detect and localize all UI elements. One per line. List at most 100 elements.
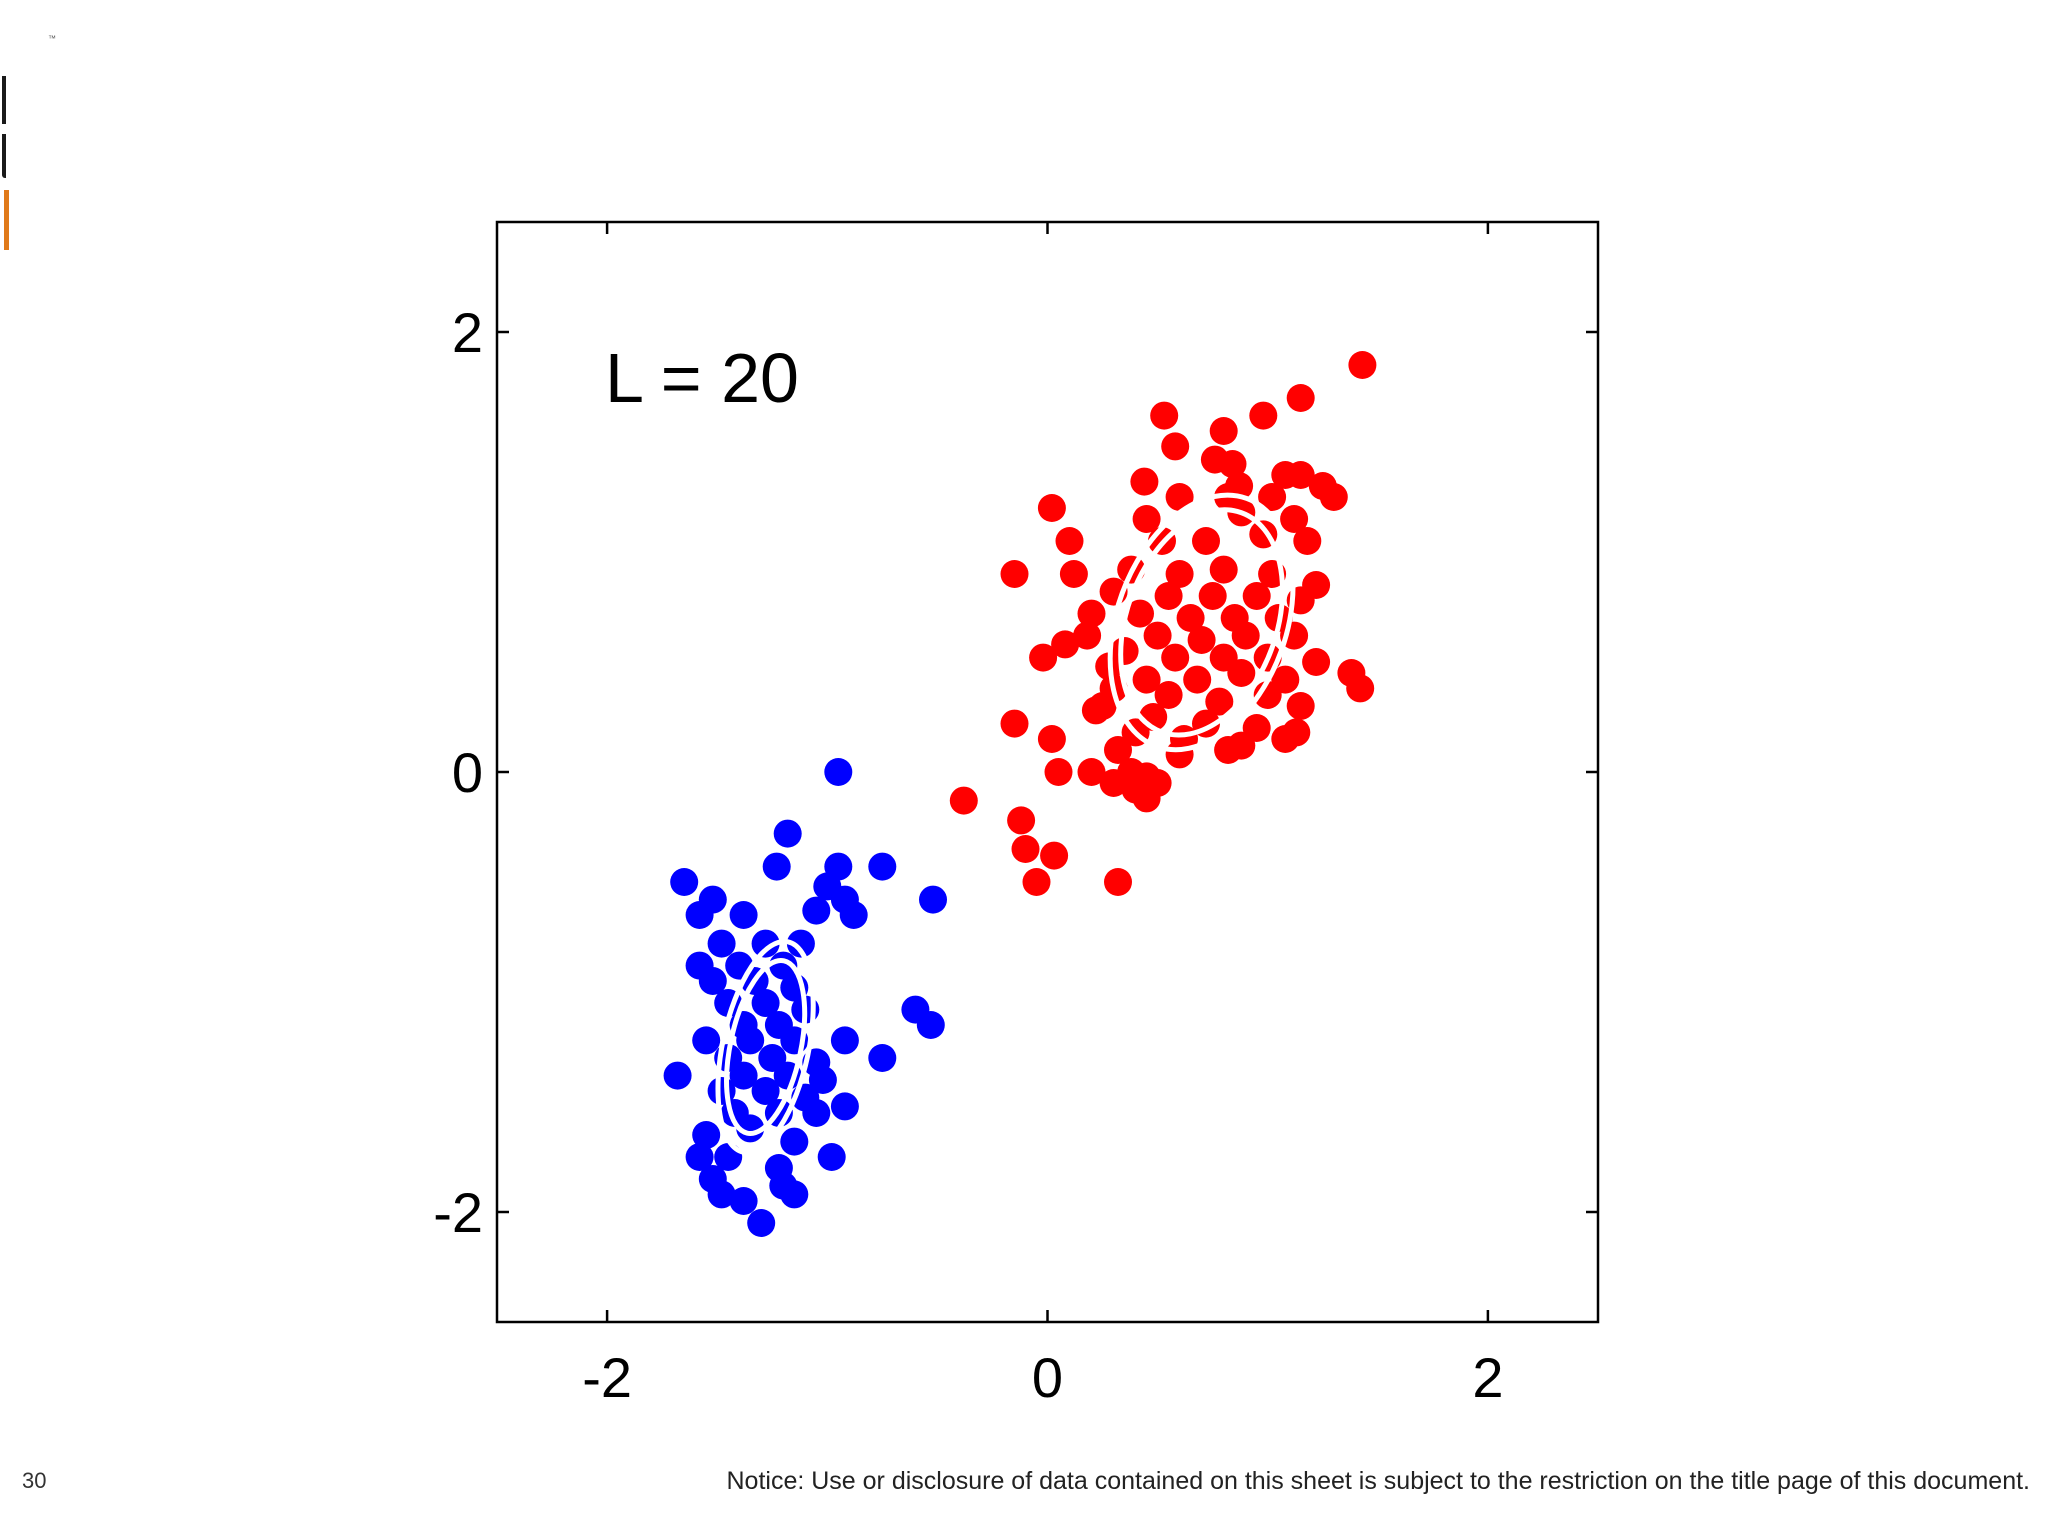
data-point-series0-29 <box>1165 560 1194 588</box>
data-point-series0-79 <box>1104 736 1132 764</box>
data-point-series1-1 <box>773 819 802 848</box>
data-point-series0-48 <box>1051 630 1080 659</box>
contour-ellipses-layer <box>715 492 1296 1156</box>
data-point-series1-24 <box>751 989 780 1017</box>
contour-ellipse-1-0 <box>724 958 808 1136</box>
data-point-series0-50 <box>1161 643 1190 672</box>
data-point-series1-30 <box>692 1026 721 1055</box>
data-point-series0-92 <box>1011 835 1040 863</box>
data-point-series1-3 <box>762 852 791 881</box>
data-point-series0-21 <box>1055 527 1084 555</box>
data-point-series1-40 <box>808 1066 837 1094</box>
data-point-series0-38 <box>1077 599 1106 628</box>
chart-annotation: L = 20 <box>605 339 799 417</box>
data-point-series0-56 <box>1132 665 1161 694</box>
data-point-series0-53 <box>1302 648 1331 676</box>
data-point-series0-8 <box>1130 467 1159 496</box>
data-point-series0-45 <box>1187 626 1216 654</box>
data-point-series1-13 <box>919 885 947 914</box>
data-point-series0-5 <box>1161 432 1190 461</box>
contour-ellipse-0-0 <box>1118 507 1286 738</box>
data-point-series1-31 <box>736 1026 765 1055</box>
data-point-series1-60 <box>729 1187 758 1215</box>
data-point-series0-3 <box>1249 401 1278 430</box>
data-point-series0-15 <box>1258 483 1287 511</box>
data-point-series1-52 <box>685 1143 714 1171</box>
data-point-series1-20 <box>698 967 727 995</box>
data-point-series0-63 <box>1205 687 1234 716</box>
data-point-series0-82 <box>1044 758 1073 786</box>
contour-ellipse-1-1 <box>715 938 816 1156</box>
data-point-series1-4 <box>868 852 897 881</box>
data-point-series0-2 <box>1150 401 1179 430</box>
trademark-symbol: ™ <box>48 34 56 43</box>
data-point-series1-15 <box>751 929 780 958</box>
data-point-series0-86 <box>1099 769 1128 797</box>
data-point-series1-55 <box>817 1143 846 1171</box>
data-point-series0-91 <box>1007 806 1036 835</box>
data-point-series1-58 <box>707 1180 736 1209</box>
data-point-series0-93 <box>1040 841 1069 870</box>
data-point-series0-72 <box>1081 696 1110 725</box>
data-point-series0-27 <box>1059 560 1088 588</box>
data-point-series1-12 <box>839 901 868 929</box>
data-point-series0-34 <box>1154 582 1183 610</box>
data-point-series1-37 <box>868 1044 897 1072</box>
data-point-series0-36 <box>1242 582 1271 610</box>
data-point-series1-50 <box>736 1114 765 1143</box>
data-point-series1-11 <box>802 896 831 925</box>
data-point-series0-57 <box>1183 665 1212 694</box>
data-point-series0-39 <box>1126 599 1154 628</box>
data-point-series1-61 <box>747 1209 776 1237</box>
data-point-series0-81 <box>1214 736 1243 764</box>
data-point-series0-23 <box>1192 527 1220 555</box>
axis-ticks-layer: -2 0 2 -2 0 2 <box>433 222 1598 1409</box>
data-point-series0-73 <box>1000 709 1029 738</box>
data-point-series1-49 <box>692 1121 721 1149</box>
data-point-series0-89 <box>1132 784 1161 813</box>
logo-strip-icon <box>0 60 16 250</box>
data-point-series0-46 <box>1231 621 1260 650</box>
data-point-series0-90 <box>949 786 978 815</box>
data-point-series0-11 <box>1286 461 1315 489</box>
data-point-series0-83 <box>1077 758 1106 786</box>
data-point-series0-43 <box>1073 621 1102 650</box>
data-point-series0-35 <box>1198 582 1227 610</box>
data-point-series0-77 <box>1271 725 1300 753</box>
data-point-series0-1 <box>1286 384 1315 412</box>
y-tick-label-0: -2 <box>433 1181 483 1244</box>
data-point-series0-17 <box>1037 494 1066 522</box>
data-point-series1-45 <box>830 1092 859 1121</box>
data-point-series0-20 <box>1280 505 1309 533</box>
data-point-series0-30 <box>1209 555 1238 584</box>
contour-ellipse-0-1 <box>1107 492 1296 753</box>
data-point-series0-7 <box>1218 450 1247 478</box>
data-point-series1-43 <box>751 1077 780 1105</box>
data-point-series0-18 <box>1132 505 1161 533</box>
data-point-series0-65 <box>1286 692 1315 720</box>
data-point-series1-5 <box>670 868 699 896</box>
data-point-series1-48 <box>802 1099 831 1127</box>
data-point-series0-0 <box>1348 351 1377 379</box>
x-tick-label-1: 0 <box>1032 1346 1063 1409</box>
data-point-series0-66 <box>1346 674 1375 703</box>
data-point-series1-33 <box>830 1026 859 1055</box>
y-tick-label-2: 2 <box>452 301 483 364</box>
data-point-series0-95 <box>1104 868 1132 896</box>
footer-notice: Notice: Use or disclosure of data contai… <box>726 1467 2030 1495</box>
data-point-series0-13 <box>1165 483 1194 511</box>
data-point-series1-29 <box>916 1011 945 1039</box>
data-points-layer <box>663 351 1377 1237</box>
data-point-series1-9 <box>685 901 714 929</box>
data-point-series0-16 <box>1319 483 1348 511</box>
data-point-series1-51 <box>780 1127 809 1156</box>
data-point-series0-4 <box>1209 417 1238 445</box>
data-point-series0-44 <box>1143 621 1172 650</box>
data-point-series1-14 <box>707 929 736 958</box>
x-tick-label-2: 2 <box>1472 1346 1503 1409</box>
x-tick-label-0: -2 <box>582 1346 632 1409</box>
data-point-series0-54 <box>1029 643 1058 672</box>
data-point-series1-38 <box>729 1061 758 1090</box>
